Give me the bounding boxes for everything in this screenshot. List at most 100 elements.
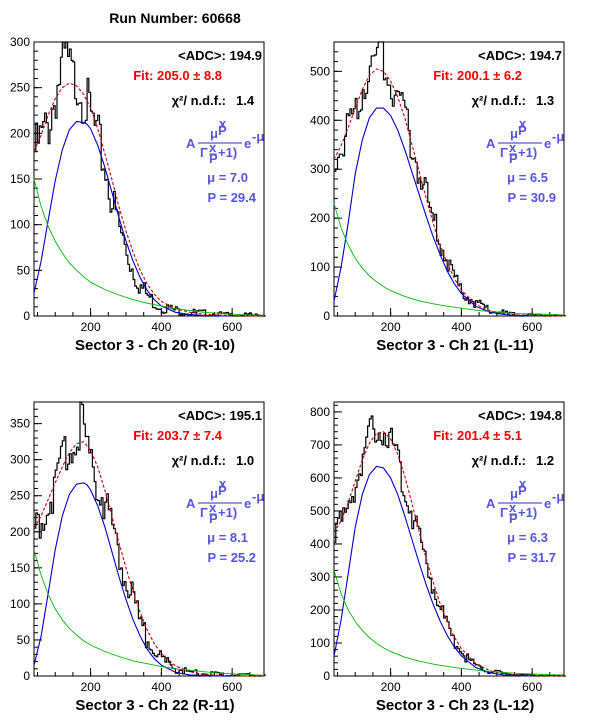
formula-A: A xyxy=(486,496,496,511)
series-background xyxy=(333,203,565,316)
y-tick-label: 150 xyxy=(10,561,30,575)
formula-x-sup: x xyxy=(519,476,527,491)
y-tick-label: 150 xyxy=(10,172,30,186)
y-tick-label: 0 xyxy=(323,309,330,323)
formula-P-sup: P xyxy=(518,483,527,498)
stat-p: P = 31.7 xyxy=(507,550,556,565)
formula-A: A xyxy=(486,136,496,151)
x-tick-label: 400 xyxy=(151,680,171,694)
panel-ch22: 0 50 100 150 200 250 300 350 200 400 600 Sector 3 -… xyxy=(10,401,266,714)
y-tick-label: 100 xyxy=(310,636,330,650)
y-tick-label: 350 xyxy=(10,417,30,431)
formula-x-den: x xyxy=(509,500,517,515)
stat-adc: <ADC>: 195.1 xyxy=(178,408,262,423)
stat-mu: μ = 6.3 xyxy=(507,530,548,545)
y-tick-label: 100 xyxy=(10,597,30,611)
series-data xyxy=(34,41,266,317)
y-tick-label: 300 xyxy=(310,570,330,584)
panel-ch23: 0 100 200 300 400 500 600 700 800 200 400 600 Sector… xyxy=(310,401,566,714)
formula-minus-mu: -μ xyxy=(252,129,264,144)
y-tick-label: 200 xyxy=(310,603,330,617)
stat-p: P = 29.4 xyxy=(207,190,256,205)
stat-adc: <ADC>: 194.9 xyxy=(178,48,262,63)
formula-mu: μ xyxy=(210,126,218,141)
y-tick-label: 100 xyxy=(310,260,330,274)
x-axis-title: Sector 3 - Ch 20 (R-10) xyxy=(75,337,235,354)
formula-x-den: x xyxy=(209,500,217,515)
y-tick-label: 500 xyxy=(310,64,330,78)
formula-P-den: P xyxy=(209,151,218,166)
formula-mu: μ xyxy=(210,486,218,501)
y-tick-label: 800 xyxy=(310,405,330,419)
stat-chi2-label: χ²/ n.d.f.: xyxy=(172,453,226,468)
series-fit xyxy=(333,431,564,677)
stat-chi2-label: χ²/ n.d.f.: xyxy=(472,453,526,468)
series-signal xyxy=(33,482,233,677)
x-tick-label: 600 xyxy=(522,680,542,694)
stat-p: P = 25.2 xyxy=(207,550,256,565)
formula-e: e xyxy=(544,136,551,151)
stat-fit: Fit: 203.7 ± 7.4 xyxy=(133,428,223,443)
x-tick-label: 400 xyxy=(451,680,471,694)
panel-ch21: 0 100 200 300 400 500 200 400 600 Sector 3 - Ch 2… xyxy=(310,41,566,354)
stat-chi2-value: 1.3 xyxy=(536,93,554,108)
x-tick-label: 600 xyxy=(522,320,542,334)
formula-A: A xyxy=(186,136,196,151)
stat-chi2-value: 1.0 xyxy=(236,453,254,468)
stat-fit: Fit: 201.4 ± 5.1 xyxy=(433,428,522,443)
formula-gamma: Γ xyxy=(500,505,508,520)
y-tick-label: 250 xyxy=(10,489,30,503)
formula-P-sup: P xyxy=(218,483,227,498)
series-fit xyxy=(33,82,264,317)
x-tick-label: 600 xyxy=(222,320,242,334)
stat-chi2-label: χ²/ n.d.f.: xyxy=(172,93,226,108)
stat-mu: μ = 8.1 xyxy=(207,530,248,545)
y-tick-label: 300 xyxy=(10,35,30,49)
formula-gamma: Γ xyxy=(200,505,208,520)
x-tick-label: 200 xyxy=(81,680,101,694)
formula-x-den: x xyxy=(509,140,517,155)
formula-minus-mu: -μ xyxy=(552,489,564,504)
series-signal xyxy=(333,465,533,677)
series-background xyxy=(33,178,264,316)
x-tick-label: 200 xyxy=(381,320,401,334)
x-axis-title: Sector 3 - Ch 21 (L-11) xyxy=(376,337,534,354)
y-tick-label: 50 xyxy=(17,263,31,277)
series-signal xyxy=(333,107,533,317)
series-signal xyxy=(33,120,233,317)
formula-e: e xyxy=(244,136,251,151)
y-tick-label: 300 xyxy=(10,453,30,467)
series-background xyxy=(33,549,265,676)
x-tick-label: 600 xyxy=(222,680,242,694)
formula-plus1: +1) xyxy=(218,505,237,520)
formula-gamma: Γ xyxy=(500,145,508,160)
formula-P-den: P xyxy=(509,511,518,526)
y-tick-label: 0 xyxy=(23,309,30,323)
series-background xyxy=(333,570,565,676)
y-tick-label: 200 xyxy=(10,525,30,539)
stat-mu: μ = 7.0 xyxy=(207,170,248,185)
y-tick-label: 400 xyxy=(310,537,330,551)
panel-ch20: 0 50 100 150 200 250 300 200 400 600 Sector 3 - Ch… xyxy=(10,35,266,354)
y-tick-label: 0 xyxy=(323,669,330,683)
stat-chi2-label: χ²/ n.d.f.: xyxy=(472,93,526,108)
formula-mu: μ xyxy=(510,126,518,141)
stat-chi2-value: 1.2 xyxy=(536,453,554,468)
formula-A: A xyxy=(186,496,196,511)
formula-minus-mu: -μ xyxy=(252,489,264,504)
formula-P-sup: P xyxy=(518,123,527,138)
formula-minus-mu: -μ xyxy=(552,129,564,144)
formula-e: e xyxy=(544,496,551,511)
y-tick-label: 300 xyxy=(310,162,330,176)
y-tick-label: 400 xyxy=(310,113,330,127)
formula-x-sup: x xyxy=(219,476,227,491)
formula-gamma: Γ xyxy=(200,145,208,160)
stat-fit: Fit: 205.0 ± 8.8 xyxy=(133,68,222,83)
y-tick-label: 200 xyxy=(310,211,330,225)
formula-e: e xyxy=(244,496,251,511)
stat-adc: <ADC>: 194.7 xyxy=(478,48,562,63)
y-tick-label: 250 xyxy=(10,81,30,95)
